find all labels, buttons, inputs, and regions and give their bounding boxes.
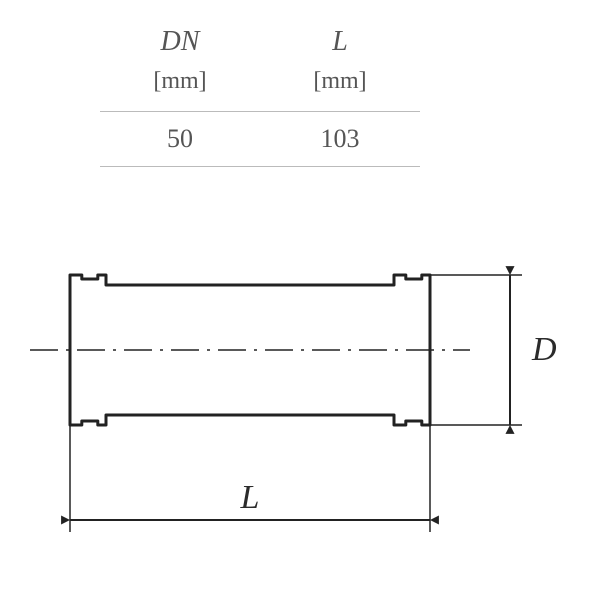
col-header: L — [260, 20, 420, 64]
table-row: 50 103 — [100, 111, 420, 167]
col-unit: [mm] — [260, 64, 420, 111]
table-header-row: DN L — [100, 20, 420, 64]
arrowhead — [505, 266, 514, 275]
table-unit-row: [mm] [mm] — [100, 64, 420, 111]
arrowhead — [505, 425, 514, 434]
dim-label-l: L — [240, 479, 260, 516]
dim-label-d: D — [531, 331, 557, 368]
col-header: DN — [100, 20, 260, 64]
arrowhead — [61, 515, 70, 524]
spec-table: DN L [mm] [mm] 50 103 — [100, 20, 420, 167]
col-unit: [mm] — [100, 64, 260, 111]
pipe-coupling-diagram: LD — [0, 230, 600, 590]
pipe-bottom-outline — [70, 415, 430, 425]
cell-l: 103 — [260, 112, 420, 166]
cell-dn: 50 — [100, 112, 260, 166]
pipe-top-outline — [70, 275, 430, 285]
arrowhead — [430, 515, 439, 524]
